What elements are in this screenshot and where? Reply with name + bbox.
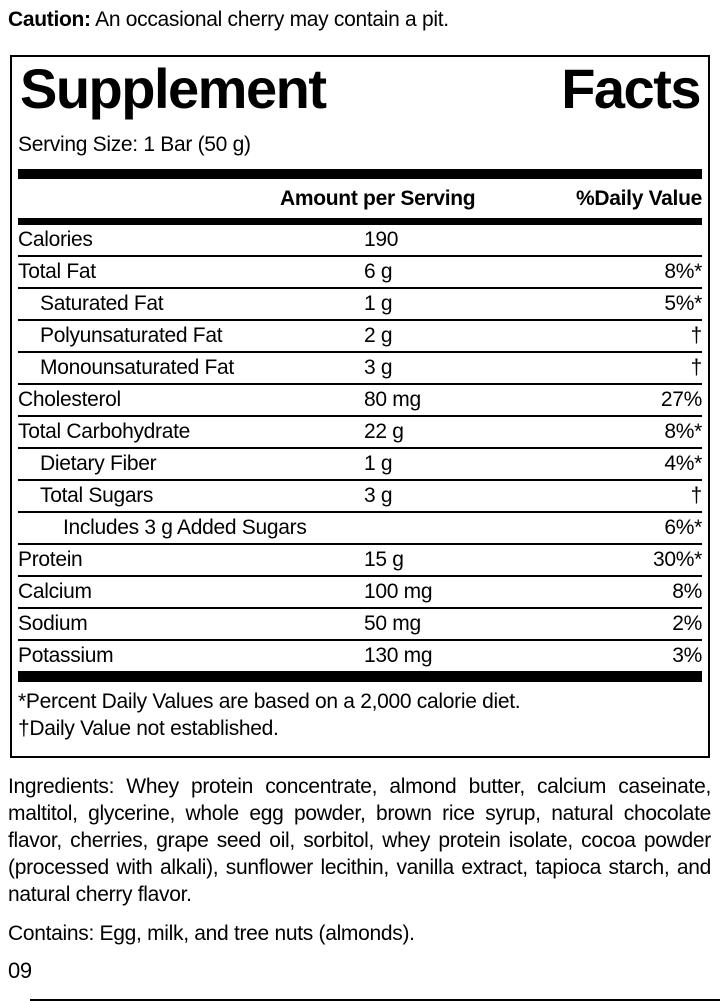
nutrient-row: Calcium 100 mg 8% <box>18 575 702 607</box>
nutrient-name: Calories <box>18 228 93 251</box>
nutrient-row: Includes 3 g Added Sugars 6%* <box>18 511 702 543</box>
contains-statement: Contains: Egg, milk, and tree nuts (almo… <box>8 922 415 945</box>
nutrient-daily-value: 8%* <box>664 420 702 443</box>
nutrient-amount: 3 g <box>364 484 393 507</box>
nutrient-row: Protein 15 g 30%* <box>18 543 702 575</box>
nutrient-row: Monounsaturated Fat 3 g † <box>18 351 702 383</box>
bottom-edge-rule <box>30 999 720 1001</box>
nutrient-amount: 1 g <box>364 452 393 475</box>
nutrient-name: Includes 3 g Added Sugars <box>63 516 307 539</box>
divider-bar-bottom <box>18 671 702 682</box>
panel-title-word-1: Supplement <box>20 57 327 120</box>
amount-per-serving-header: Amount per Serving <box>280 187 476 210</box>
nutrient-name: Total Carbohydrate <box>18 420 191 443</box>
nutrient-daily-value: 30%* <box>652 548 702 571</box>
nutrient-row: Potassium 130 mg 3% <box>18 639 702 671</box>
nutrient-amount: 2 g <box>364 324 393 347</box>
nutrient-row: Calories 190 <box>18 225 702 255</box>
nutrient-daily-value: 3% <box>672 644 702 667</box>
nutrient-name: Protein <box>18 548 83 571</box>
footer-code: 09 <box>8 958 32 983</box>
panel-title-word-2: Facts <box>561 57 701 120</box>
nutrient-name: Sodium <box>18 612 88 635</box>
panel-title: Supplement Facts <box>18 57 702 119</box>
nutrient-name: Monounsaturated Fat <box>40 356 234 379</box>
footnote-daily-value-not-established: †Daily Value not established. <box>18 717 279 740</box>
footnotes: *Percent Daily Values are based on a 2,0… <box>18 682 702 742</box>
caution-line: Caution: An occasional cherry may contai… <box>8 8 712 32</box>
nutrient-daily-value: † <box>690 356 703 379</box>
nutrient-amount: 130 mg <box>364 644 433 667</box>
nutrient-amount: 6 g <box>364 260 393 283</box>
nutrient-name: Total Sugars <box>40 484 154 507</box>
nutrient-amount: 15 g <box>364 548 404 571</box>
caution-text: An occasional cherry may contain a pit. <box>95 8 449 31</box>
nutrient-row: Total Fat 6 g 8%* <box>18 255 702 287</box>
nutrient-row: Polyunsaturated Fat 2 g † <box>18 319 702 351</box>
nutrient-amount: 80 mg <box>364 388 421 411</box>
nutrient-name: Dietary Fiber <box>40 452 157 475</box>
nutrient-daily-value: 8% <box>672 580 702 603</box>
nutrient-amount: 100 mg <box>364 580 433 603</box>
nutrient-amount: 1 g <box>364 292 393 315</box>
nutrient-row: Dietary Fiber 1 g 4%* <box>18 447 702 479</box>
nutrient-amount: 22 g <box>364 420 404 443</box>
nutrient-name: Polyunsaturated Fat <box>40 324 223 347</box>
nutrient-daily-value: 5%* <box>664 292 702 315</box>
nutrient-daily-value: 6%* <box>664 516 702 539</box>
nutrient-row: Saturated Fat 1 g 5%* <box>18 287 702 319</box>
nutrient-name: Cholesterol <box>18 388 121 411</box>
nutrient-row: Total Sugars 3 g † <box>18 479 702 511</box>
nutrient-row: Sodium 50 mg 2% <box>18 607 702 639</box>
divider-bar-header <box>18 218 702 225</box>
nutrient-name: Saturated Fat <box>40 292 164 315</box>
nutrient-row: Total Carbohydrate 22 g 8%* <box>18 415 702 447</box>
nutrient-amount: 3 g <box>364 356 393 379</box>
column-headers: Amount per Serving %Daily Value <box>18 179 702 218</box>
nutrient-name: Total Fat <box>18 260 96 283</box>
ingredients-paragraph: Ingredients: Whey protein concentrate, a… <box>8 775 711 906</box>
nutrient-amount: 190 <box>364 228 399 251</box>
serving-size: Serving Size: 1 Bar (50 g) <box>18 133 251 156</box>
nutrient-daily-value: 4%* <box>664 452 702 475</box>
nutrient-daily-value: 27% <box>660 388 702 411</box>
daily-value-header: %Daily Value <box>576 187 702 210</box>
nutrient-daily-value: 2% <box>672 612 702 635</box>
nutrient-daily-value: † <box>690 324 703 347</box>
nutrient-name: Potassium <box>18 644 114 667</box>
divider-bar-top <box>18 169 702 179</box>
nutrient-name: Calcium <box>18 580 92 603</box>
supplement-facts-panel: Supplement Facts Serving Size: 1 Bar (50… <box>10 55 710 758</box>
nutrient-daily-value: 8%* <box>664 260 702 283</box>
nutrient-row: Cholesterol 80 mg 27% <box>18 383 702 415</box>
nutrient-rows: Calories 190 Total Fat 6 g 8%* Saturated… <box>18 225 702 671</box>
nutrient-daily-value: † <box>690 484 703 507</box>
caution-label: Caution: <box>8 8 91 31</box>
footnote-percent-daily-value: *Percent Daily Values are based on a 2,0… <box>18 690 521 713</box>
nutrient-amount: 50 mg <box>364 612 421 635</box>
